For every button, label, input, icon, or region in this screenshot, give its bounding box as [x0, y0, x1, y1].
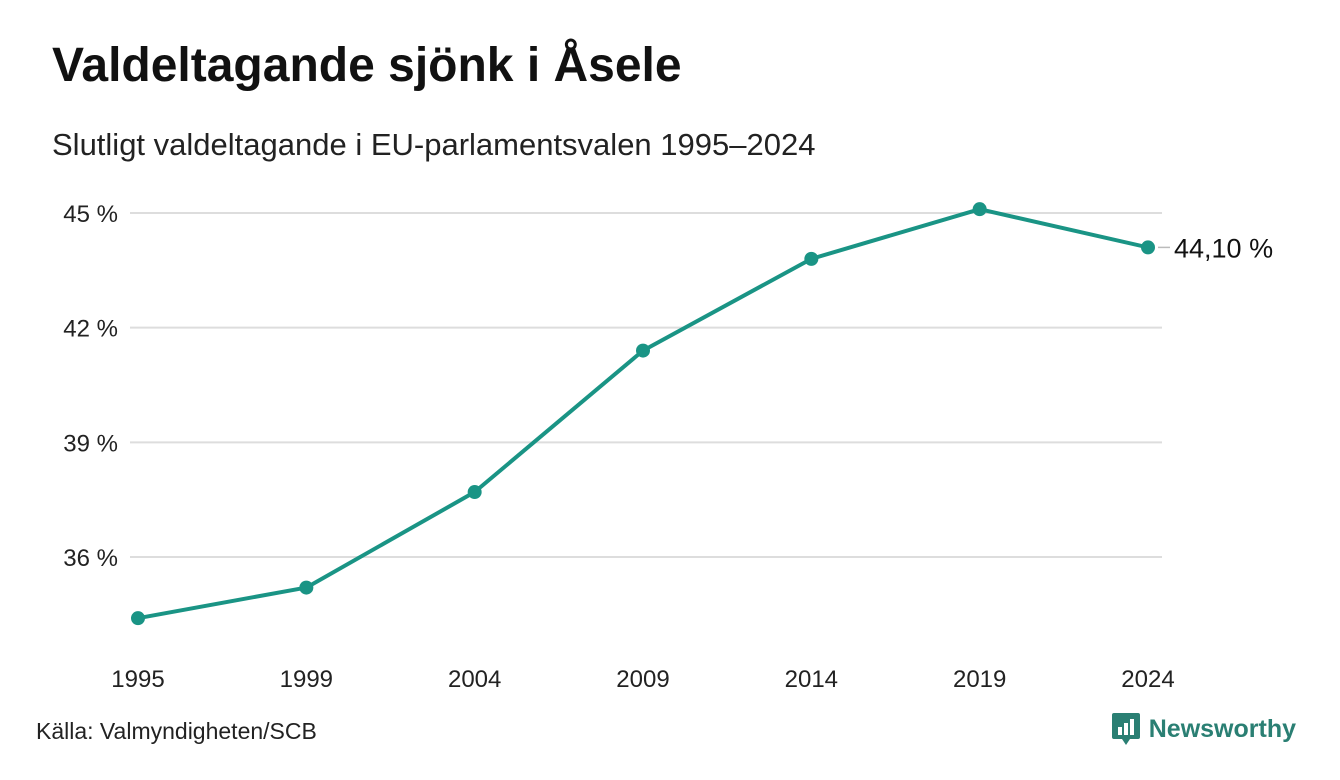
x-tick-label: 1999 — [280, 666, 333, 693]
x-tick-label: 2019 — [953, 666, 1006, 693]
data-point — [131, 611, 145, 626]
y-tick-label: 45 % — [63, 201, 118, 228]
data-point — [636, 343, 650, 358]
x-tick-label: 2004 — [448, 666, 501, 693]
chart-title: Valdeltagande sjönk i Åsele — [52, 39, 682, 92]
y-tick-label: 39 % — [63, 430, 118, 457]
data-point — [467, 485, 482, 500]
chart-subtitle: Slutligt valdeltagande i EU-parlamentsva… — [52, 127, 816, 162]
data-point — [972, 202, 987, 217]
x-tick-label: 2009 — [616, 666, 669, 693]
end-value-label: 44,10 % — [1174, 233, 1273, 263]
source-note: Källa: Valmyndigheten/SCB — [36, 718, 317, 744]
newsworthy-logo-icon — [1111, 713, 1140, 745]
x-tick-label: 2014 — [785, 666, 838, 693]
data-point — [1141, 240, 1155, 255]
brand-name: Newsworthy — [1148, 714, 1296, 743]
y-tick-label: 36 % — [63, 545, 118, 572]
x-tick-label: 1995 — [111, 666, 164, 693]
data-point — [804, 251, 819, 266]
brand-logo: Newsworthy — [1111, 712, 1296, 746]
data-point — [299, 580, 314, 595]
y-tick-label: 42 % — [63, 316, 118, 343]
x-tick-label: 2024 — [1121, 666, 1174, 693]
